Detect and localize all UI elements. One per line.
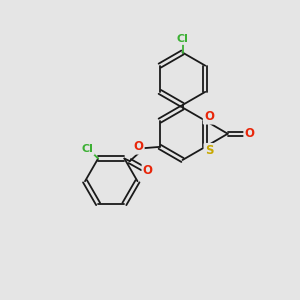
Text: Cl: Cl xyxy=(82,144,94,154)
Text: O: O xyxy=(143,164,153,177)
Text: Cl: Cl xyxy=(177,34,188,44)
Text: O: O xyxy=(204,110,214,123)
Text: O: O xyxy=(134,140,143,153)
Text: S: S xyxy=(205,144,213,157)
Text: O: O xyxy=(245,127,255,140)
